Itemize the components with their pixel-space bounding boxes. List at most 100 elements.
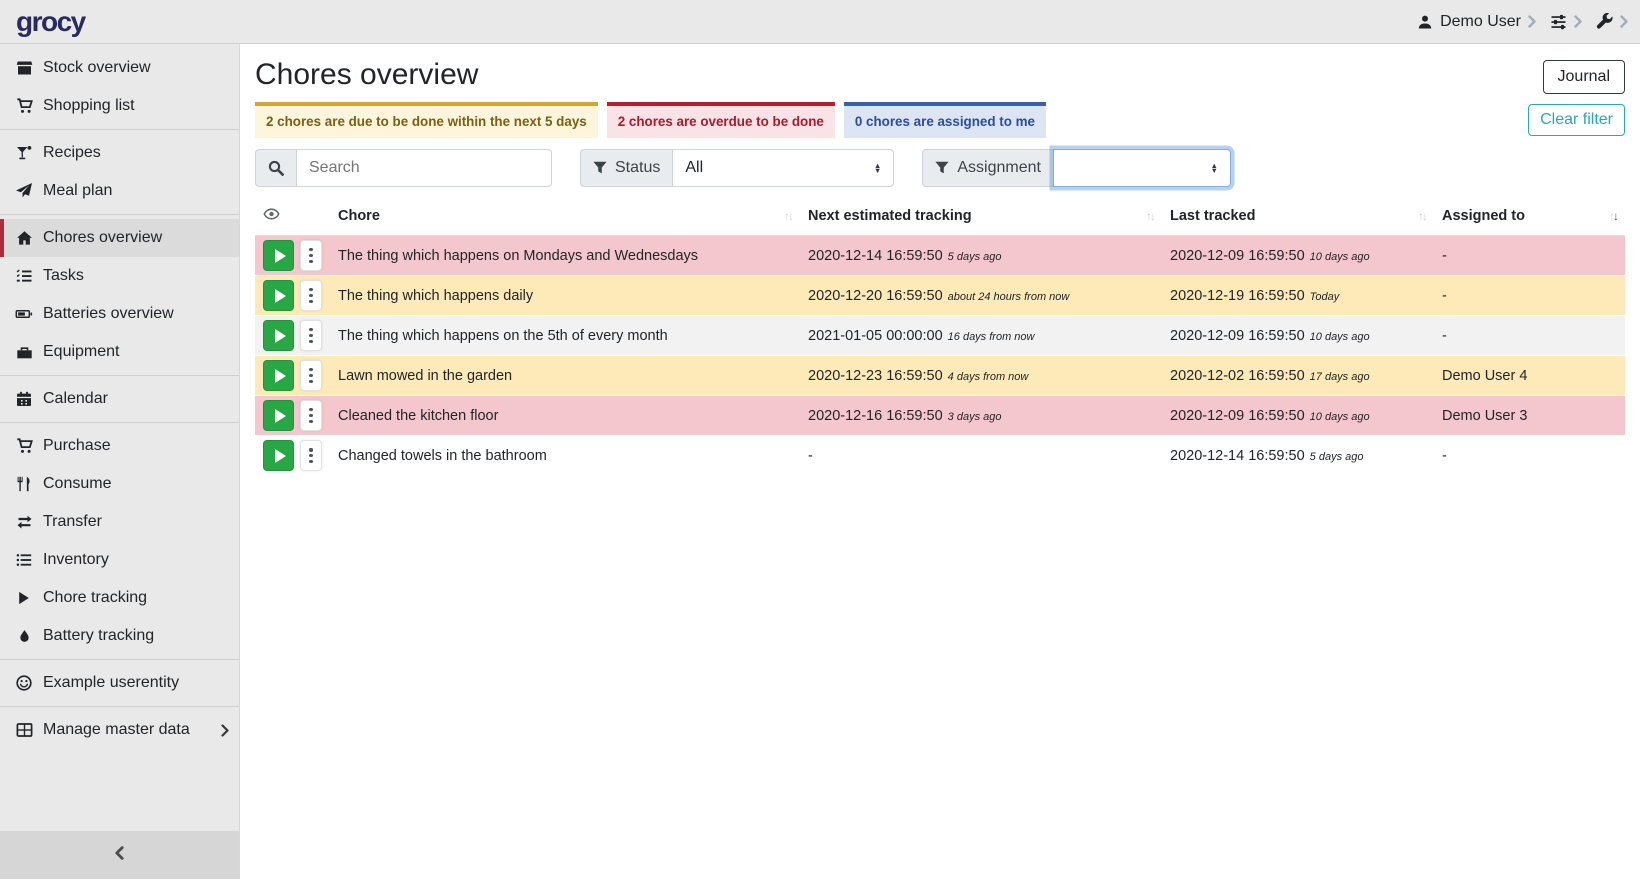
col-header-chore: Chore (338, 208, 380, 224)
sidebar-item-label: Chore tracking (43, 589, 148, 606)
last-tracked-relative: 5 days ago (1309, 450, 1364, 463)
sidebar-item-recipes[interactable]: Recipes (0, 134, 239, 172)
next-tracking-relative: 16 days from now (947, 330, 1035, 343)
sidebar-item-chore-tracking[interactable]: Chore tracking (0, 579, 239, 617)
sliders-icon (1551, 14, 1566, 29)
last-tracked-relative: 17 days ago (1309, 370, 1370, 383)
track-chore-button[interactable] (263, 360, 294, 391)
toolbox-icon (14, 344, 34, 360)
sidebar-item-label: Meal plan (43, 182, 113, 199)
col-header-last: Last tracked (1170, 208, 1256, 224)
journal-button[interactable]: Journal (1542, 60, 1625, 94)
sidebar-item-calendar[interactable]: Calendar (0, 380, 239, 418)
row-menu-button[interactable] (300, 440, 322, 472)
track-chore-button[interactable] (263, 320, 294, 351)
main-content: Chores overview Journal 2 chores are due… (240, 44, 1640, 879)
sidebar-item-consume[interactable]: Consume (0, 465, 239, 503)
sort-icon[interactable]: ↑↓ (1609, 209, 1619, 223)
sidebar-item-chores-overview[interactable]: Chores overview (0, 219, 239, 257)
sidebar-divider (0, 129, 239, 130)
chevron-right-icon (221, 723, 229, 737)
sidebar-item-stock-overview[interactable]: Stock overview (0, 49, 239, 87)
shopping-cart-icon (14, 438, 34, 454)
play-icon (274, 448, 286, 463)
last-tracked-date: 2020-12-14 16:59:50 (1170, 447, 1305, 464)
filter-icon (935, 161, 949, 174)
assigned-to: - (1434, 275, 1625, 316)
sidebar-collapse-button[interactable] (0, 831, 239, 879)
last-tracked-relative: 10 days ago (1309, 410, 1370, 423)
track-chore-button[interactable] (263, 400, 294, 431)
row-menu-button[interactable] (300, 400, 322, 431)
search-input[interactable] (296, 149, 552, 187)
due-soon-banner[interactable]: 2 chores are due to be done within the n… (255, 102, 598, 138)
last-tracked-date: 2020-12-09 16:59:50 (1170, 327, 1305, 344)
sidebar-item-label: Stock overview (43, 59, 151, 76)
play-icon (274, 328, 286, 343)
last-tracked-relative: 10 days ago (1309, 330, 1370, 343)
user-icon (1418, 15, 1432, 28)
settings-menu[interactable] (1550, 14, 1582, 30)
clear-filter-button[interactable]: Clear filter (1528, 104, 1625, 136)
sidebar-item-label: Shopping list (43, 97, 135, 114)
assigned-to: - (1434, 315, 1625, 356)
home-icon (14, 230, 34, 246)
shopping-cart-icon (14, 98, 34, 114)
row-menu-button[interactable] (300, 280, 322, 311)
table-row: The thing which happens on the 5th of ev… (255, 315, 1625, 356)
next-tracking-relative: 4 days from now (947, 370, 1029, 383)
select-caret-icon: ▲ ▼ (873, 161, 882, 175)
last-tracked-date: 2020-12-09 16:59:50 (1170, 247, 1305, 264)
sidebar-divider (0, 706, 239, 707)
table-row: Changed towels in the bathroom - 2020-12… (255, 435, 1625, 476)
chore-name: Lawn mowed in the garden (330, 355, 800, 396)
assigned-to: - (1434, 235, 1625, 276)
calendar-icon (14, 391, 34, 407)
track-chore-button[interactable] (263, 240, 294, 271)
sort-icon[interactable]: ↑↓ (784, 209, 794, 223)
row-menu-button[interactable] (300, 360, 322, 391)
admin-menu[interactable] (1596, 13, 1628, 30)
chevron-left-icon (115, 845, 124, 865)
table-row: The thing which happens daily 2020-12-20… (255, 275, 1625, 316)
status-select[interactable]: All ▲ ▼ (672, 149, 895, 187)
sidebar-item-example-userentity[interactable]: Example userentity (0, 664, 239, 702)
col-header-next: Next estimated tracking (808, 208, 972, 224)
eye-icon[interactable] (263, 206, 280, 222)
smiley-icon (14, 675, 34, 691)
droplet-icon (14, 628, 34, 644)
sidebar-item-transfer[interactable]: Transfer (0, 503, 239, 541)
sidebar-item-label: Transfer (43, 513, 102, 530)
sidebar-item-meal-plan[interactable]: Meal plan (0, 172, 239, 210)
assignment-select[interactable]: ▲ ▼ (1052, 149, 1231, 187)
table-row: Cleaned the kitchen floor 2020-12-16 16:… (255, 395, 1625, 436)
assigned-banner[interactable]: 0 chores are assigned to me (843, 102, 1046, 138)
grocy-logo[interactable]: grocy (16, 5, 86, 37)
sort-icon[interactable]: ↑↓ (1418, 209, 1428, 223)
sidebar-item-tasks[interactable]: Tasks (0, 257, 239, 295)
sidebar-divider (0, 375, 239, 376)
sidebar-item-label: Consume (43, 475, 112, 492)
sidebar-item-purchase[interactable]: Purchase (0, 427, 239, 465)
filter-icon (593, 161, 607, 174)
row-menu-button[interactable] (300, 320, 322, 351)
chore-name: The thing which happens on the 5th of ev… (330, 315, 800, 356)
table-icon (14, 722, 34, 738)
overdue-banner[interactable]: 2 chores are overdue to be done (606, 102, 835, 138)
sort-icon[interactable]: ↑↓ (1146, 209, 1156, 223)
chore-name: Changed towels in the bathroom (330, 435, 800, 476)
row-menu-button[interactable] (300, 240, 322, 271)
track-chore-button[interactable] (263, 440, 294, 472)
sidebar-item-label: Purchase (43, 437, 111, 454)
sidebar-item-battery-tracking[interactable]: Battery tracking (0, 617, 239, 655)
sidebar-item-batteries-overview[interactable]: Batteries overview (0, 295, 239, 333)
track-chore-button[interactable] (263, 280, 294, 311)
status-select-value: All (685, 159, 704, 176)
battery-icon (14, 306, 34, 322)
sidebar-item-equipment[interactable]: Equipment (0, 333, 239, 371)
chevron-right-icon (1620, 15, 1628, 28)
sidebar-item-manage-master-data[interactable]: Manage master data (0, 711, 239, 749)
sidebar-item-inventory[interactable]: Inventory (0, 541, 239, 579)
sidebar-item-shopping-list[interactable]: Shopping list (0, 87, 239, 125)
user-menu[interactable]: Demo User (1417, 13, 1536, 31)
